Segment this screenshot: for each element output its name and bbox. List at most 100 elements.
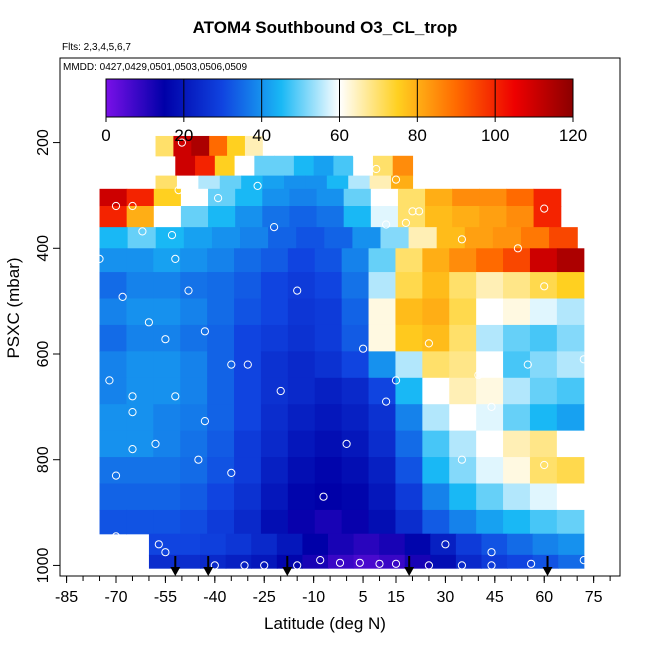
sample-point xyxy=(523,360,532,369)
heat-cell xyxy=(153,272,181,300)
heat-cell xyxy=(549,227,578,249)
heat-cell xyxy=(198,175,221,190)
heat-cell xyxy=(99,351,128,379)
sample-point xyxy=(128,392,137,401)
heat-cell xyxy=(476,509,504,535)
sample-point xyxy=(293,286,302,295)
sample-point xyxy=(319,492,328,501)
heat-cell xyxy=(314,248,343,273)
heat-cell xyxy=(99,227,129,249)
arrow-head xyxy=(282,567,293,576)
heat-cell xyxy=(262,135,282,157)
arrow-head xyxy=(542,567,553,576)
sample-point xyxy=(177,138,186,147)
heat-cell xyxy=(324,227,353,249)
heat-cell xyxy=(476,351,504,379)
heat-cell xyxy=(533,206,562,228)
sample-point xyxy=(424,339,433,348)
sample-point xyxy=(210,561,219,570)
heat-cell xyxy=(276,533,304,556)
sample-point xyxy=(214,194,223,203)
heat-cell xyxy=(479,206,508,228)
sample-point xyxy=(342,439,351,448)
heat-cell xyxy=(368,298,397,326)
heat-cell xyxy=(529,430,558,458)
heat-cell xyxy=(476,248,504,273)
mmdd-label: MMDD: 0427,0429,0501,0503,0506,0509 xyxy=(63,62,247,73)
sample-point xyxy=(527,559,536,568)
heat-cell xyxy=(99,206,128,228)
heat-cell xyxy=(529,324,558,352)
sample-point xyxy=(128,534,137,544)
heat-cell xyxy=(99,272,128,300)
sample-point xyxy=(161,335,170,344)
sample-point xyxy=(111,201,121,211)
sample-point xyxy=(540,460,549,470)
sample-point xyxy=(227,360,236,369)
heat-cell xyxy=(353,533,380,556)
heat-cell xyxy=(314,430,343,458)
heat-cell xyxy=(260,272,289,300)
sample-point xyxy=(540,282,549,291)
heat-cell xyxy=(99,377,128,405)
heat-cell xyxy=(449,483,477,511)
sample-point xyxy=(243,360,252,369)
flights-label: Flts: 2,3,4,5,6,7 xyxy=(62,42,131,53)
heat-cell xyxy=(153,188,182,207)
heat-cell xyxy=(395,272,423,300)
heat-cell xyxy=(176,175,199,190)
heat-cell xyxy=(126,377,154,405)
heat-cell xyxy=(126,404,154,432)
heat-cell xyxy=(207,430,235,458)
heat-cell xyxy=(556,457,585,485)
heat-cell xyxy=(529,272,558,300)
x-tick-label: -85 xyxy=(55,589,78,606)
sample-point xyxy=(184,286,193,295)
heat-cell xyxy=(314,298,343,326)
heat-cell xyxy=(352,227,382,249)
heat-cell xyxy=(207,324,235,352)
sample-point xyxy=(487,561,496,570)
heat-cell xyxy=(276,554,304,569)
down-arrow-icon xyxy=(170,556,181,576)
heat-cell xyxy=(503,351,531,379)
sample-point xyxy=(138,227,147,236)
heat-cell xyxy=(225,533,252,556)
heat-cell xyxy=(455,554,483,569)
sample-point xyxy=(441,540,450,549)
arrow-head xyxy=(203,567,214,576)
sample-point xyxy=(171,392,180,401)
heat-cell xyxy=(207,351,235,379)
heat-cell xyxy=(449,272,477,300)
heat-cell xyxy=(274,155,295,177)
sample-point xyxy=(480,178,489,187)
heat-cell xyxy=(370,206,399,228)
heat-cell xyxy=(155,135,175,157)
heat-cell xyxy=(260,404,289,432)
heat-cell xyxy=(314,272,343,300)
sample-point xyxy=(540,204,549,213)
heat-cell xyxy=(195,155,216,177)
heat-cell xyxy=(452,206,480,228)
sample-point xyxy=(111,532,121,541)
x-tick-label: -40 xyxy=(203,589,226,606)
heat-cell xyxy=(449,457,477,485)
heat-cell xyxy=(507,554,534,569)
heat-cell xyxy=(180,430,208,458)
heat-cell xyxy=(153,206,182,228)
heat-cell xyxy=(260,457,289,485)
heat-cell xyxy=(436,227,466,249)
sample-point xyxy=(118,292,127,301)
heat-cell xyxy=(260,298,289,326)
heat-cell xyxy=(503,298,531,326)
heat-cell xyxy=(368,483,397,511)
sample-point xyxy=(128,201,137,211)
heat-cell xyxy=(503,509,531,535)
heat-cell xyxy=(395,351,423,379)
sample-point xyxy=(253,181,262,190)
heat-cell xyxy=(153,324,181,352)
heat-cell xyxy=(99,509,128,535)
heat-cell xyxy=(207,509,235,535)
heat-cell xyxy=(234,430,262,458)
heat-cell xyxy=(556,509,585,535)
